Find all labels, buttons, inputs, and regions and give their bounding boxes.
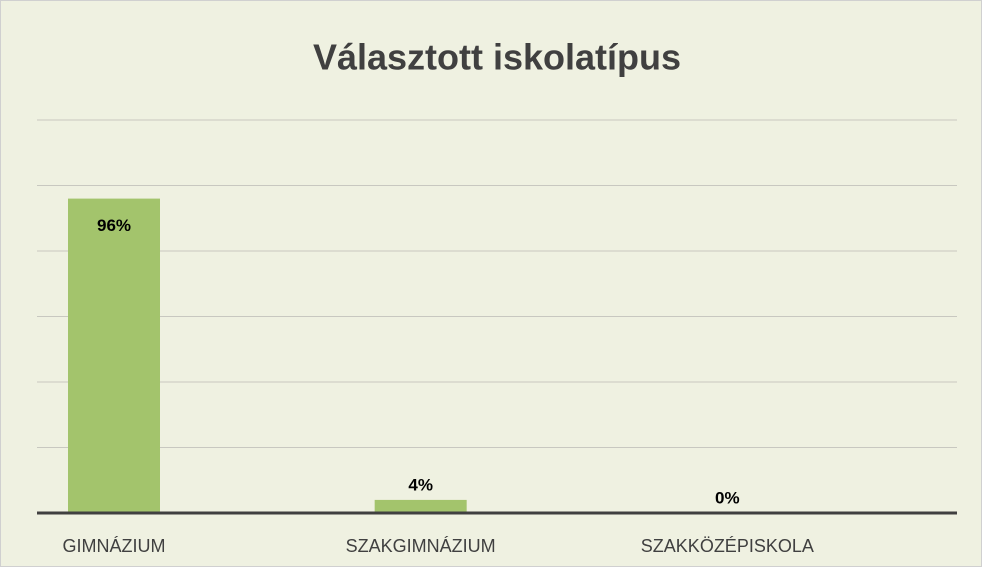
data-label: 0%: [715, 488, 740, 507]
bar: [68, 198, 160, 513]
data-label: 96%: [97, 216, 131, 235]
x-tick-label: SZAKGIMNÁZIUM: [346, 536, 496, 556]
x-tick-label: SZAKKÖZÉPISKOLA: [641, 536, 814, 556]
x-tick-label: GIMNÁZIUM: [63, 536, 166, 556]
chart-title: Választott iskolatípus: [313, 37, 681, 78]
data-label: 4%: [408, 475, 433, 494]
bar: [374, 499, 467, 513]
